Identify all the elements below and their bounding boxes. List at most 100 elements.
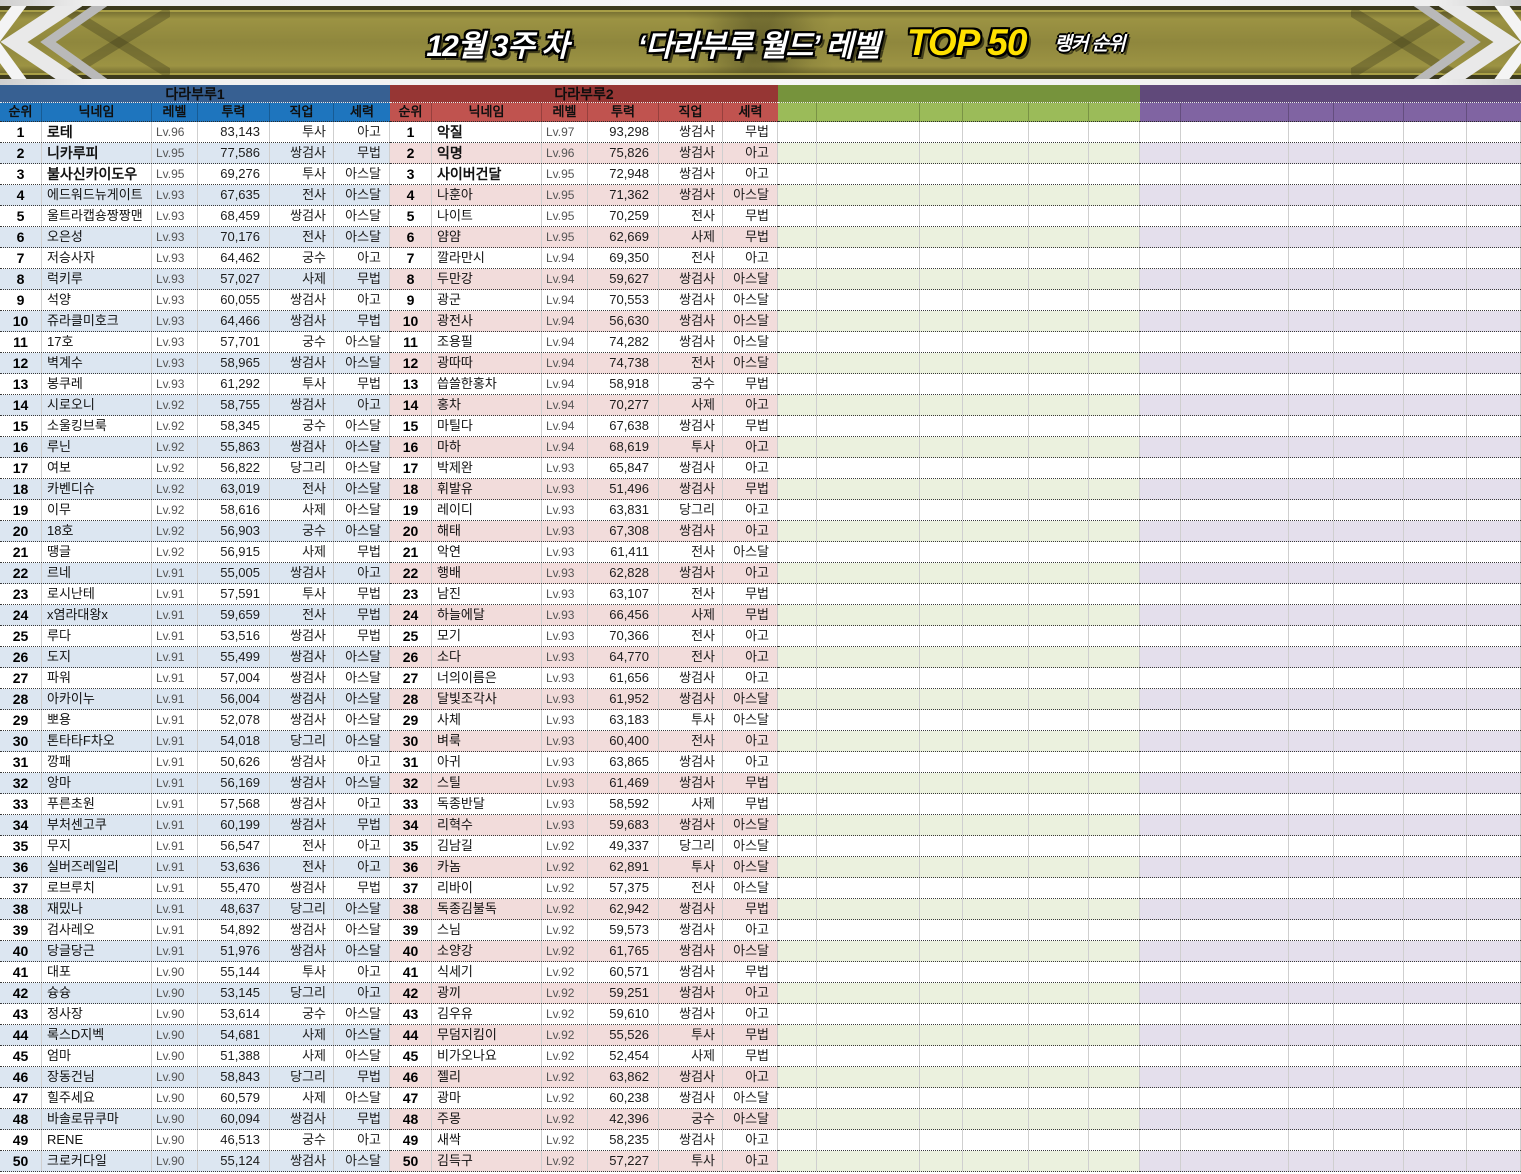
level-cell: [920, 1151, 963, 1171]
power-cell: [963, 1067, 1029, 1087]
table-row: 4 에드워드뉴게이트 Lv.93 67,635 전사 아스달: [0, 185, 390, 206]
rank-cell: 6: [0, 227, 42, 247]
nickname-cell: [1181, 1088, 1289, 1108]
job-cell: [1029, 1004, 1089, 1024]
nickname-cell: 르네: [42, 563, 152, 583]
table-row: 31 깡패 Lv.91 50,626 쌍검사 아고: [0, 752, 390, 773]
nickname-cell: 17호: [42, 332, 152, 352]
table-row: [1140, 794, 1521, 815]
power-cell: 55,124: [198, 1151, 270, 1171]
job-cell: [1404, 668, 1467, 688]
table-row: [778, 689, 1140, 710]
table-row: 23 로시난테 Lv.91 57,591 투사 무법: [0, 584, 390, 605]
table-row: [778, 941, 1140, 962]
level-cell: [1289, 605, 1334, 625]
power-cell: 54,892: [198, 920, 270, 940]
faction-cell: [1467, 374, 1521, 394]
table-row: 34 리혁수 Lv.93 59,683 쌍검사 아스달: [390, 815, 778, 836]
power-cell: 63,019: [198, 479, 270, 499]
nickname-cell: [1181, 626, 1289, 646]
table-row: [1140, 479, 1521, 500]
table-row: [778, 815, 1140, 836]
table-row: [778, 542, 1140, 563]
faction-cell: 아스달: [334, 689, 390, 709]
table-row: [1140, 899, 1521, 920]
table-row: [778, 185, 1140, 206]
level-cell: Lv.91: [152, 647, 198, 667]
table-row: [778, 1088, 1140, 1109]
power-cell: 58,616: [198, 500, 270, 520]
nickname-cell: 김득구: [432, 1151, 542, 1171]
table-row: 29 뽀용 Lv.91 52,078 쌍검사 아스달: [0, 710, 390, 731]
power-cell: 42,396: [588, 1109, 659, 1129]
nickname-cell: [1181, 311, 1289, 331]
level-cell: Lv.92: [542, 1088, 588, 1108]
rank-cell: [1140, 269, 1181, 289]
nickname-cell: [817, 185, 920, 205]
job-cell: 쌍검사: [659, 962, 723, 982]
level-cell: [1289, 1109, 1334, 1129]
rank-cell: [778, 1088, 817, 1108]
level-cell: Lv.93: [542, 521, 588, 541]
table-row: [778, 647, 1140, 668]
table-row: [1140, 332, 1521, 353]
faction-cell: [1467, 416, 1521, 436]
nickname-cell: [817, 311, 920, 331]
table-row: 22 행배 Lv.93 62,828 쌍검사 아고: [390, 563, 778, 584]
table-row: [778, 1130, 1140, 1151]
power-cell: [963, 815, 1029, 835]
rank-cell: [1140, 857, 1181, 877]
nickname-cell: [817, 710, 920, 730]
faction-cell: [1089, 878, 1140, 898]
power-cell: 67,635: [198, 185, 270, 205]
power-cell: [1334, 626, 1404, 646]
nickname-cell: 톤타타F차오: [42, 731, 152, 751]
rank-cell: 43: [0, 1004, 42, 1024]
faction-cell: 아고: [334, 1130, 390, 1150]
faction-cell: [1467, 185, 1521, 205]
faction-cell: [1467, 395, 1521, 415]
level-cell: [920, 290, 963, 310]
table-row: 10 광전사 Lv.94 56,630 쌍검사 아스달: [390, 311, 778, 332]
faction-cell: [1467, 542, 1521, 562]
power-cell: 74,738: [588, 353, 659, 373]
nickname-cell: 레이디: [432, 500, 542, 520]
job-cell: 쌍검사: [270, 815, 334, 835]
faction-cell: [1467, 206, 1521, 226]
banner-chevron-left-icon: [0, 0, 173, 85]
job-cell: [1029, 227, 1089, 247]
faction-cell: 아스달: [334, 1025, 390, 1045]
level-cell: Lv.91: [152, 857, 198, 877]
power-cell: [963, 395, 1029, 415]
table-row: [778, 1151, 1140, 1172]
rank-cell: 35: [390, 836, 432, 856]
power-cell: [963, 290, 1029, 310]
level-cell: Lv.91: [152, 689, 198, 709]
faction-cell: 아스달: [334, 416, 390, 436]
faction-cell: 아스달: [334, 185, 390, 205]
job-cell: 쌍검사: [270, 920, 334, 940]
power-cell: 53,636: [198, 857, 270, 877]
job-cell: [1029, 185, 1089, 205]
power-cell: [1334, 647, 1404, 667]
power-cell: 51,388: [198, 1046, 270, 1066]
level-cell: Lv.92: [152, 500, 198, 520]
rank-cell: [778, 290, 817, 310]
nickname-cell: [817, 122, 920, 142]
faction-cell: 아스달: [334, 479, 390, 499]
job-cell: [1029, 143, 1089, 163]
level-cell: [920, 836, 963, 856]
rank-cell: [778, 668, 817, 688]
level-cell: Lv.93: [542, 458, 588, 478]
nickname-cell: [1181, 437, 1289, 457]
faction-cell: [1467, 836, 1521, 856]
level-cell: [1289, 920, 1334, 940]
job-cell: [1404, 458, 1467, 478]
table-row: [778, 416, 1140, 437]
level-cell: [920, 248, 963, 268]
nickname-cell: 얌얌: [432, 227, 542, 247]
faction-cell: 무법: [723, 206, 778, 226]
faction-cell: 아스달: [334, 1088, 390, 1108]
faction-cell: [1467, 143, 1521, 163]
faction-cell: [1467, 920, 1521, 940]
